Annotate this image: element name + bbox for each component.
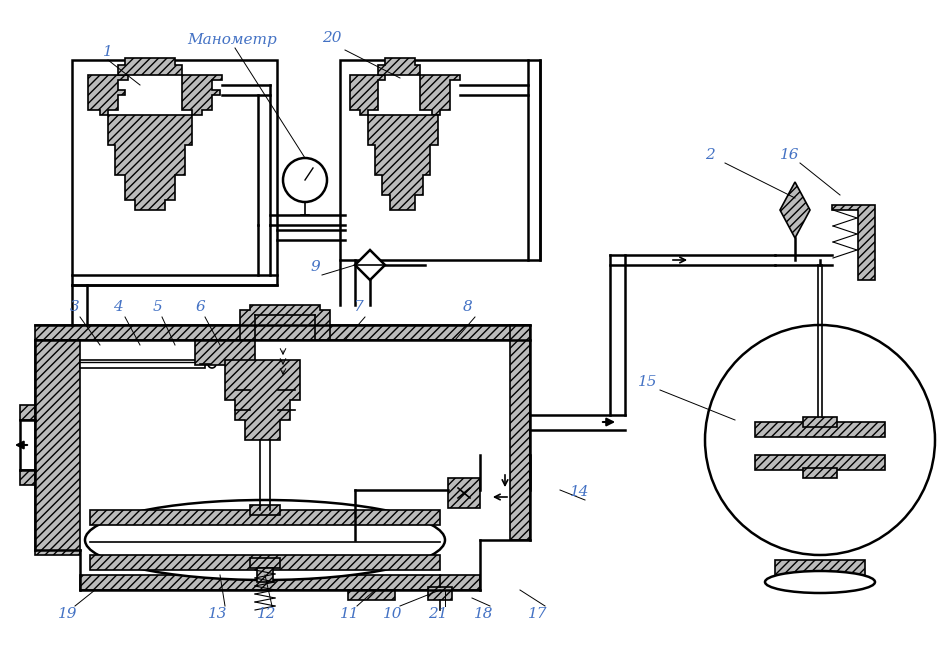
Polygon shape (348, 590, 395, 600)
Polygon shape (250, 505, 280, 515)
Polygon shape (832, 205, 875, 280)
Polygon shape (780, 182, 810, 238)
Text: 6: 6 (196, 300, 205, 314)
Polygon shape (368, 115, 438, 210)
Polygon shape (803, 468, 837, 478)
Text: 21: 21 (429, 607, 447, 621)
Ellipse shape (765, 571, 875, 593)
Circle shape (208, 360, 216, 368)
Text: 8: 8 (463, 300, 473, 314)
Text: 12: 12 (258, 607, 276, 621)
Polygon shape (90, 510, 440, 525)
Circle shape (283, 158, 327, 202)
Text: 13: 13 (209, 607, 227, 621)
Polygon shape (755, 455, 885, 470)
Bar (72, 60, 277, 285)
Text: 4: 4 (113, 300, 123, 314)
Text: 15: 15 (638, 375, 658, 389)
Text: 18: 18 (475, 607, 494, 621)
Polygon shape (80, 575, 480, 590)
Polygon shape (35, 340, 80, 555)
Polygon shape (755, 422, 885, 437)
Polygon shape (182, 75, 222, 115)
Polygon shape (88, 75, 128, 115)
Polygon shape (257, 568, 273, 582)
Text: 19: 19 (58, 607, 78, 621)
Text: 3: 3 (70, 300, 80, 314)
Polygon shape (428, 587, 452, 600)
Polygon shape (225, 360, 300, 440)
Text: 10: 10 (384, 607, 402, 621)
Polygon shape (80, 360, 205, 368)
Text: 2: 2 (705, 148, 715, 162)
Bar (340, 60, 540, 260)
Polygon shape (20, 470, 35, 485)
Polygon shape (108, 115, 192, 210)
Text: 7: 7 (353, 300, 363, 314)
Ellipse shape (85, 500, 445, 580)
Text: 17: 17 (528, 607, 548, 621)
Polygon shape (195, 340, 255, 365)
Polygon shape (350, 75, 385, 115)
Text: Манометр: Манометр (187, 33, 277, 47)
Polygon shape (355, 250, 385, 280)
Polygon shape (90, 555, 440, 570)
Polygon shape (250, 558, 280, 568)
Polygon shape (510, 325, 530, 540)
Text: 20: 20 (322, 31, 342, 45)
Polygon shape (118, 58, 182, 75)
Text: 1: 1 (103, 45, 113, 59)
Polygon shape (420, 75, 460, 115)
Polygon shape (20, 405, 35, 420)
Polygon shape (378, 58, 420, 75)
Polygon shape (448, 478, 480, 508)
Text: 16: 16 (780, 148, 800, 162)
Polygon shape (775, 560, 865, 575)
Text: 9: 9 (310, 260, 320, 274)
Polygon shape (240, 305, 330, 340)
Polygon shape (803, 417, 837, 427)
Text: 14: 14 (571, 485, 589, 499)
Text: 11: 11 (340, 607, 360, 621)
Text: 5: 5 (153, 300, 163, 314)
Polygon shape (35, 325, 530, 340)
